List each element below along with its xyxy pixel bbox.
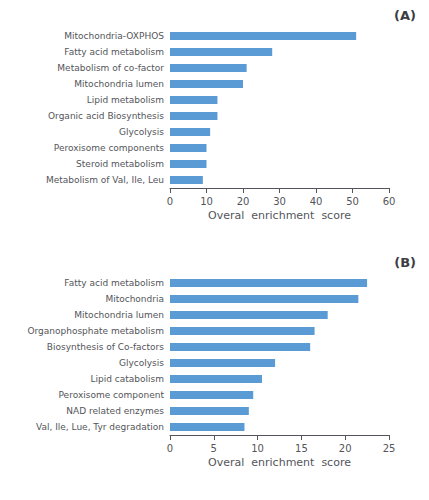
svg-text:(A): (A) <box>394 8 416 23</box>
svg-text:Fatty acid metabolism: Fatty acid metabolism <box>64 47 164 57</box>
svg-text:10: 10 <box>200 196 213 207</box>
svg-text:Peroxisome components: Peroxisome components <box>54 143 164 153</box>
svg-text:0: 0 <box>167 443 173 454</box>
svg-text:Organophosphate metabolism: Organophosphate metabolism <box>27 326 164 336</box>
svg-text:Mitochondria lumen: Mitochondria lumen <box>74 310 164 320</box>
svg-text:Peroxisome component: Peroxisome component <box>59 390 165 400</box>
svg-text:Glycolysis: Glycolysis <box>119 358 164 368</box>
svg-text:Mitochondria: Mitochondria <box>105 294 164 304</box>
svg-text:Lipid metabolism: Lipid metabolism <box>87 95 164 105</box>
svg-text:20: 20 <box>237 196 250 207</box>
svg-text:20: 20 <box>339 443 352 454</box>
svg-text:60: 60 <box>383 196 396 207</box>
svg-text:25: 25 <box>383 443 396 454</box>
svg-text:Overal enrichment score: Overal enrichment score <box>208 456 351 469</box>
svg-text:Organic acid Biosynthesis: Organic acid Biosynthesis <box>48 111 164 121</box>
svg-text:50: 50 <box>346 196 359 207</box>
svg-text:0: 0 <box>167 196 173 207</box>
svg-text:30: 30 <box>273 196 286 207</box>
svg-text:Fatty acid metabolism: Fatty acid metabolism <box>64 278 164 288</box>
svg-text:Metabolism of co-factor: Metabolism of co-factor <box>57 63 164 73</box>
svg-text:(B): (B) <box>394 255 416 270</box>
svg-text:40: 40 <box>310 196 323 207</box>
svg-text:Biosynthesis of Co-factors: Biosynthesis of Co-factors <box>47 342 165 352</box>
svg-text:Glycolysis: Glycolysis <box>119 127 164 137</box>
svg-text:Lipid catabolism: Lipid catabolism <box>91 374 165 384</box>
svg-text:Mitochondria-OXPHOS: Mitochondria-OXPHOS <box>64 31 164 41</box>
svg-text:Metabolism of Val, Ile, Leu: Metabolism of Val, Ile, Leu <box>46 175 164 185</box>
svg-text:NAD related enzymes: NAD related enzymes <box>66 406 164 416</box>
svg-text:Overal enrichment score: Overal enrichment score <box>208 209 351 222</box>
svg-text:15: 15 <box>295 443 308 454</box>
svg-text:Val, Ile, Lue, Tyr degradation: Val, Ile, Lue, Tyr degradation <box>36 422 164 432</box>
svg-text:5: 5 <box>211 443 217 454</box>
svg-text:10: 10 <box>251 443 264 454</box>
svg-text:Steroid metabolism: Steroid metabolism <box>76 159 164 169</box>
svg-text:Mitochondria lumen: Mitochondria lumen <box>74 79 164 89</box>
